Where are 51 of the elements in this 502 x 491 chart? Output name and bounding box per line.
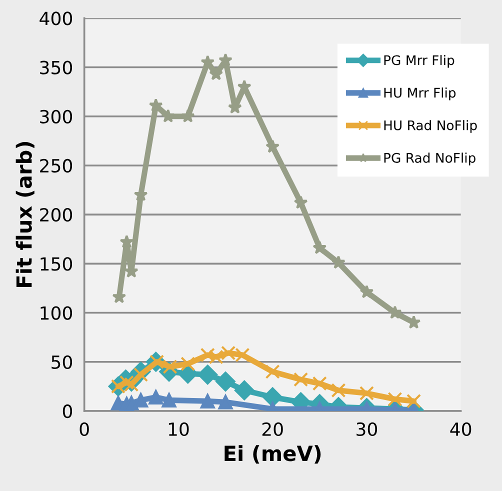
- point: [359, 386, 374, 401]
- point: [331, 255, 346, 269]
- y-tick-label: 0: [62, 404, 72, 418]
- point: [180, 109, 195, 122]
- y-tick-label: 400: [40, 12, 72, 26]
- y-tick-label: 50: [52, 355, 72, 369]
- point: [388, 305, 402, 319]
- point: [312, 376, 327, 391]
- y-tick-label: 250: [40, 158, 72, 173]
- point: [216, 372, 236, 392]
- y-tick-label: 200: [40, 208, 72, 222]
- point: [162, 392, 176, 408]
- point: [148, 390, 164, 405]
- point: [200, 394, 215, 408]
- point: [234, 380, 254, 400]
- x-axis-title: Ei (meV): [224, 445, 321, 464]
- point: [209, 66, 224, 80]
- point: [294, 372, 308, 387]
- x-tick-label: 0: [80, 422, 89, 436]
- point: [200, 55, 215, 68]
- point: [120, 234, 134, 248]
- x-tick-label: 20: [262, 422, 283, 436]
- point: [218, 53, 233, 66]
- y-tick-label: 150: [40, 257, 72, 271]
- point: [198, 364, 218, 385]
- point: [266, 140, 280, 153]
- x-tick-label: 40: [450, 422, 472, 436]
- point: [360, 284, 374, 298]
- legend-label: HU Mrr Flip: [384, 88, 456, 100]
- legend-label: PG Mrr Flip: [384, 54, 454, 68]
- y-tick-label: 350: [40, 60, 72, 74]
- legend-label: HU Rad NoFlip: [384, 120, 477, 133]
- x-tick-label: 30: [356, 422, 377, 436]
- point: [180, 356, 196, 372]
- point: [388, 392, 402, 406]
- point: [331, 383, 346, 398]
- point: [200, 348, 215, 362]
- legend-label: PG Rad NoFlip: [384, 152, 476, 166]
- point: [262, 387, 282, 408]
- point: [119, 375, 134, 390]
- point: [148, 98, 163, 112]
- point: [406, 394, 422, 408]
- x-tick-label: 10: [168, 422, 189, 436]
- point: [312, 240, 327, 254]
- point: [294, 195, 308, 209]
- y-tick-label: 300: [40, 110, 72, 124]
- point: [218, 394, 233, 410]
- y-axis-title: Fit flux (arb): [16, 142, 34, 287]
- point: [161, 109, 176, 122]
- y-tick-label: 100: [40, 306, 72, 320]
- point: [265, 364, 280, 379]
